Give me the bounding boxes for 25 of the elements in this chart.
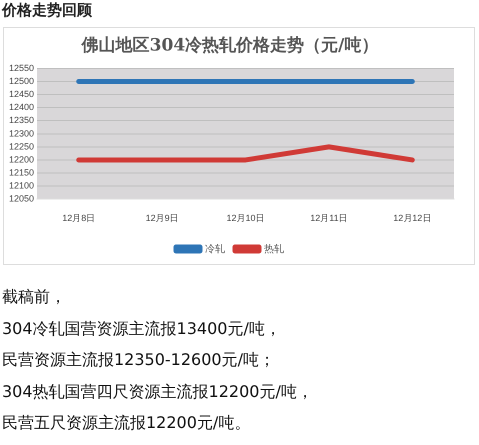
x-tick-label: 12月10日	[226, 213, 265, 224]
y-tick-label: 12250	[8, 141, 34, 152]
text: 截稿前，	[2, 286, 67, 308]
text: 304冷轧国营资源主流报13400元/吨，	[2, 318, 282, 340]
x-tick-label: 12月11日	[310, 213, 348, 224]
y-tick-label: 12200	[8, 154, 34, 164]
chart-subtitle: 价格走势回顾	[2, 1, 92, 20]
y-tick-label: 12500	[8, 76, 34, 86]
text: 民营五尺资源主流报12200元/吨。	[2, 412, 252, 434]
text: 民营资源主流报12350-12600元/吨；	[2, 349, 276, 371]
chart-title: 佛山地区304冷热轧价格走势（元/吨）	[80, 36, 378, 56]
text: 304热轧国营四尺资源主流报12200元/吨，	[2, 380, 313, 402]
x-tick-label: 12月8日	[62, 213, 96, 224]
legend-label: 热轧	[264, 242, 284, 255]
y-tick-label: 12400	[8, 102, 34, 112]
y-tick-label: 12350	[8, 115, 34, 126]
y-tick-label: 12050	[8, 194, 34, 204]
legend-label: 冷轧	[205, 242, 225, 255]
y-tick-label: 12300	[8, 128, 34, 138]
x-tick-label: 12月9日	[146, 213, 179, 224]
y-tick-label: 12550	[8, 62, 34, 73]
y-tick-label: 12100	[8, 180, 34, 191]
x-tick-label: 12月12日	[393, 213, 432, 224]
y-tick-label: 12150	[8, 168, 34, 178]
y-tick-label: 12450	[8, 89, 34, 100]
